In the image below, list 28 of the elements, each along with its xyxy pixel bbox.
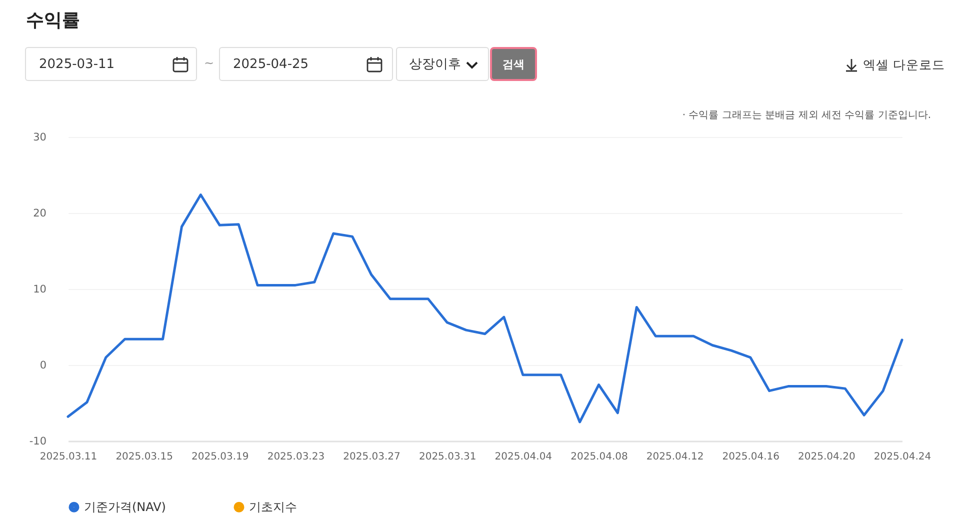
x-tick-label: 2025.03.15 — [116, 452, 173, 462]
text: ~ — [204, 56, 214, 70]
text: 상장이후 — [409, 56, 461, 73]
x-tick-label: 2025.04.08 — [570, 452, 628, 462]
x-tick-label: 2025.03.27 — [343, 452, 400, 462]
x-tick-label: 2025.04.16 — [722, 452, 780, 462]
x-tick-label: 2025.04.12 — [646, 452, 704, 462]
legend-label: 기초지수 — [249, 500, 297, 514]
x-tick-label: 2025.04.04 — [494, 452, 552, 462]
x-tick-label: 2025.03.11 — [40, 452, 98, 462]
y-tick-label: 20 — [33, 208, 46, 220]
x-tick-label: 2025.04.20 — [798, 452, 856, 462]
line-series — [66, 194, 904, 424]
text: 2025-04-25 — [233, 56, 309, 72]
x-tick-label: 2025.04.24 — [874, 452, 932, 462]
legend-label: 기준가격(NAV) — [84, 500, 166, 514]
x-tick-label: 2025.03.19 — [192, 452, 249, 462]
x-tick-label: 2025.03.23 — [267, 452, 325, 462]
x-tick-label: 2025.03.31 — [418, 452, 476, 462]
text: 엑셀 다운로드 — [863, 57, 945, 74]
y-tick-label: 0 — [40, 360, 46, 372]
y-tick-label: 10 — [33, 284, 46, 296]
chart-title: 수익률 — [26, 9, 80, 32]
text: · 수익률 그래프는 분배금 제외 세전 수익률 기준입니다. — [682, 109, 931, 122]
y-tick-label: -10 — [29, 436, 46, 448]
text: 2025-03-11 — [39, 56, 115, 72]
text: 검색 — [502, 56, 524, 72]
y-tick-label: 30 — [33, 132, 46, 144]
